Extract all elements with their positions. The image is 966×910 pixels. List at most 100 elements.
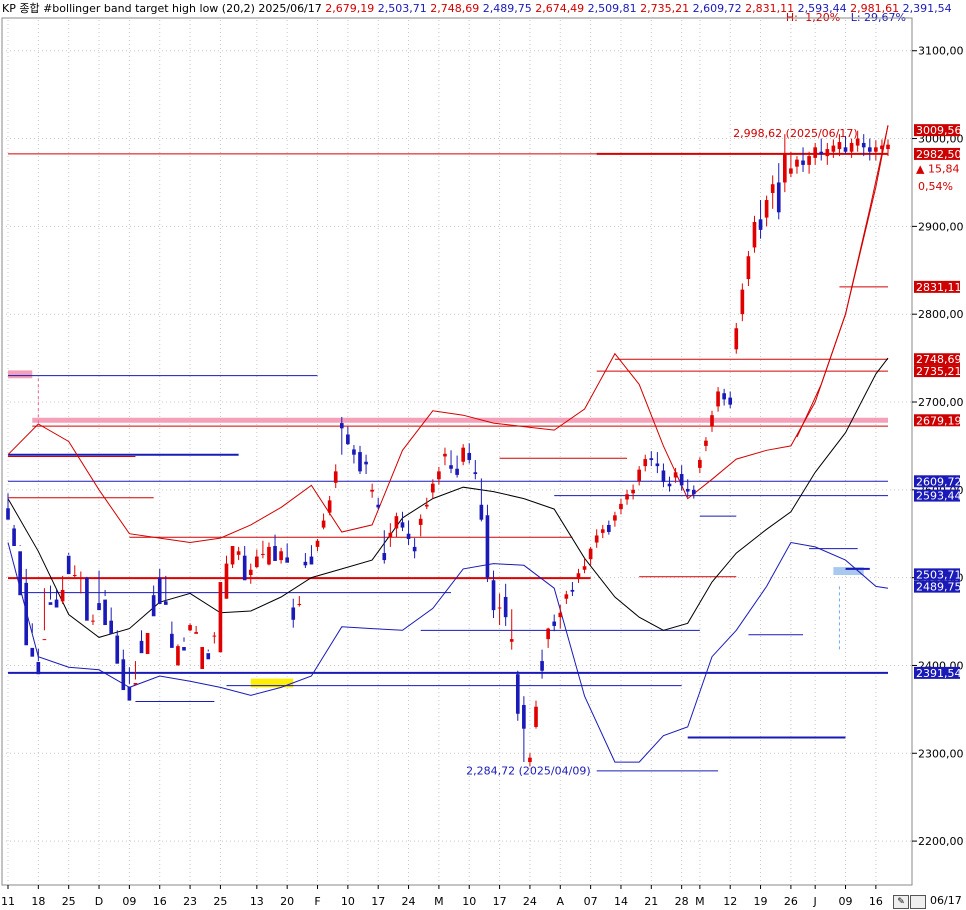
candle xyxy=(431,479,435,499)
candle-body xyxy=(801,160,805,165)
candle xyxy=(764,195,769,227)
candle-body xyxy=(679,474,684,486)
candle xyxy=(837,134,842,157)
candle-body xyxy=(570,589,575,592)
header-value: 2,674,49 xyxy=(531,2,585,15)
candle xyxy=(406,520,411,546)
candle-body xyxy=(455,468,459,475)
highlight-zone xyxy=(250,678,294,688)
candle-body xyxy=(831,145,836,152)
candle xyxy=(382,530,387,564)
candle xyxy=(655,452,660,474)
candle xyxy=(48,585,53,605)
candle-body xyxy=(813,147,817,158)
candle xyxy=(145,632,150,655)
x-tick-label: 09 xyxy=(122,895,136,908)
header-value: 2,391,54 xyxy=(899,2,952,15)
candle xyxy=(255,549,259,568)
candle xyxy=(728,391,733,409)
x-tick-label: 21 xyxy=(644,895,658,908)
price-tag-box xyxy=(914,365,960,378)
header-value: 2,593,44 xyxy=(794,2,847,15)
x-tick-label: 24 xyxy=(402,895,416,908)
y-tick-label: 2800,00 xyxy=(918,308,964,321)
candle-body xyxy=(582,566,587,570)
candle xyxy=(807,151,811,174)
candle-body xyxy=(364,461,368,465)
y-tick-label: 2900,00 xyxy=(918,220,964,233)
candle-body xyxy=(200,647,205,669)
candle-body xyxy=(194,632,198,634)
draw-tool-icon[interactable]: ✎ xyxy=(893,895,909,909)
candle-body xyxy=(728,397,733,405)
candle xyxy=(36,648,41,675)
candle xyxy=(261,540,265,559)
candle xyxy=(813,142,817,165)
candle-body xyxy=(691,489,696,495)
candle xyxy=(746,250,751,287)
candle xyxy=(570,582,575,597)
candle-body xyxy=(85,577,89,621)
x-tick-label: J xyxy=(813,895,817,908)
candle-body xyxy=(704,440,708,446)
chart-title: KP 종합 #bollinger band target high low (2… xyxy=(2,2,322,15)
price-tag-box xyxy=(914,580,960,593)
candle-body xyxy=(746,256,751,280)
candle xyxy=(631,484,635,500)
candle xyxy=(236,546,241,561)
candle xyxy=(789,151,793,178)
price-tag-label: 2735,21 xyxy=(916,365,962,378)
candle-body xyxy=(358,452,362,472)
candle xyxy=(285,543,289,563)
candle xyxy=(91,614,95,626)
candle-body xyxy=(449,465,453,469)
candle-body xyxy=(248,569,253,576)
candle-body xyxy=(861,142,866,148)
candle-body xyxy=(133,683,138,685)
candle xyxy=(42,588,47,641)
header-value: 2,735,21 xyxy=(636,2,690,15)
candle-body xyxy=(66,555,71,575)
candle xyxy=(491,570,496,619)
candle-body xyxy=(522,704,526,729)
candle xyxy=(139,630,144,654)
candle xyxy=(121,649,126,691)
candle-body xyxy=(91,620,95,622)
candle xyxy=(546,627,550,648)
candle xyxy=(473,459,478,480)
candle-body xyxy=(783,154,787,183)
y-tick-label: 2200,00 xyxy=(918,835,964,848)
candle xyxy=(855,130,860,152)
candle xyxy=(534,700,538,729)
candle xyxy=(752,215,757,253)
candle xyxy=(133,661,138,685)
candle-body xyxy=(79,577,83,579)
price-tag-box xyxy=(914,147,960,160)
candle-body xyxy=(849,142,854,152)
candle-body xyxy=(339,423,344,429)
candle-body xyxy=(291,607,296,620)
candle-body xyxy=(649,458,654,460)
highlight-zone xyxy=(833,567,864,576)
scroll-handle-icon[interactable] xyxy=(910,895,926,909)
price-tag-box xyxy=(914,124,960,137)
candle-body xyxy=(685,488,690,492)
candle-body xyxy=(12,528,16,547)
candle-body xyxy=(170,633,174,648)
candle xyxy=(685,479,690,497)
candle xyxy=(79,571,83,594)
candle xyxy=(515,670,520,721)
candle-body xyxy=(151,595,156,617)
candle-body xyxy=(267,546,271,565)
candle-body xyxy=(643,459,648,467)
candle xyxy=(321,513,326,530)
candle xyxy=(607,520,611,535)
candle xyxy=(528,753,532,767)
candle-body xyxy=(655,463,660,467)
candle xyxy=(224,555,229,599)
candle xyxy=(103,589,107,626)
candle xyxy=(12,524,16,547)
candle-body xyxy=(376,504,381,508)
candle xyxy=(867,138,872,161)
candle-body xyxy=(619,503,623,510)
